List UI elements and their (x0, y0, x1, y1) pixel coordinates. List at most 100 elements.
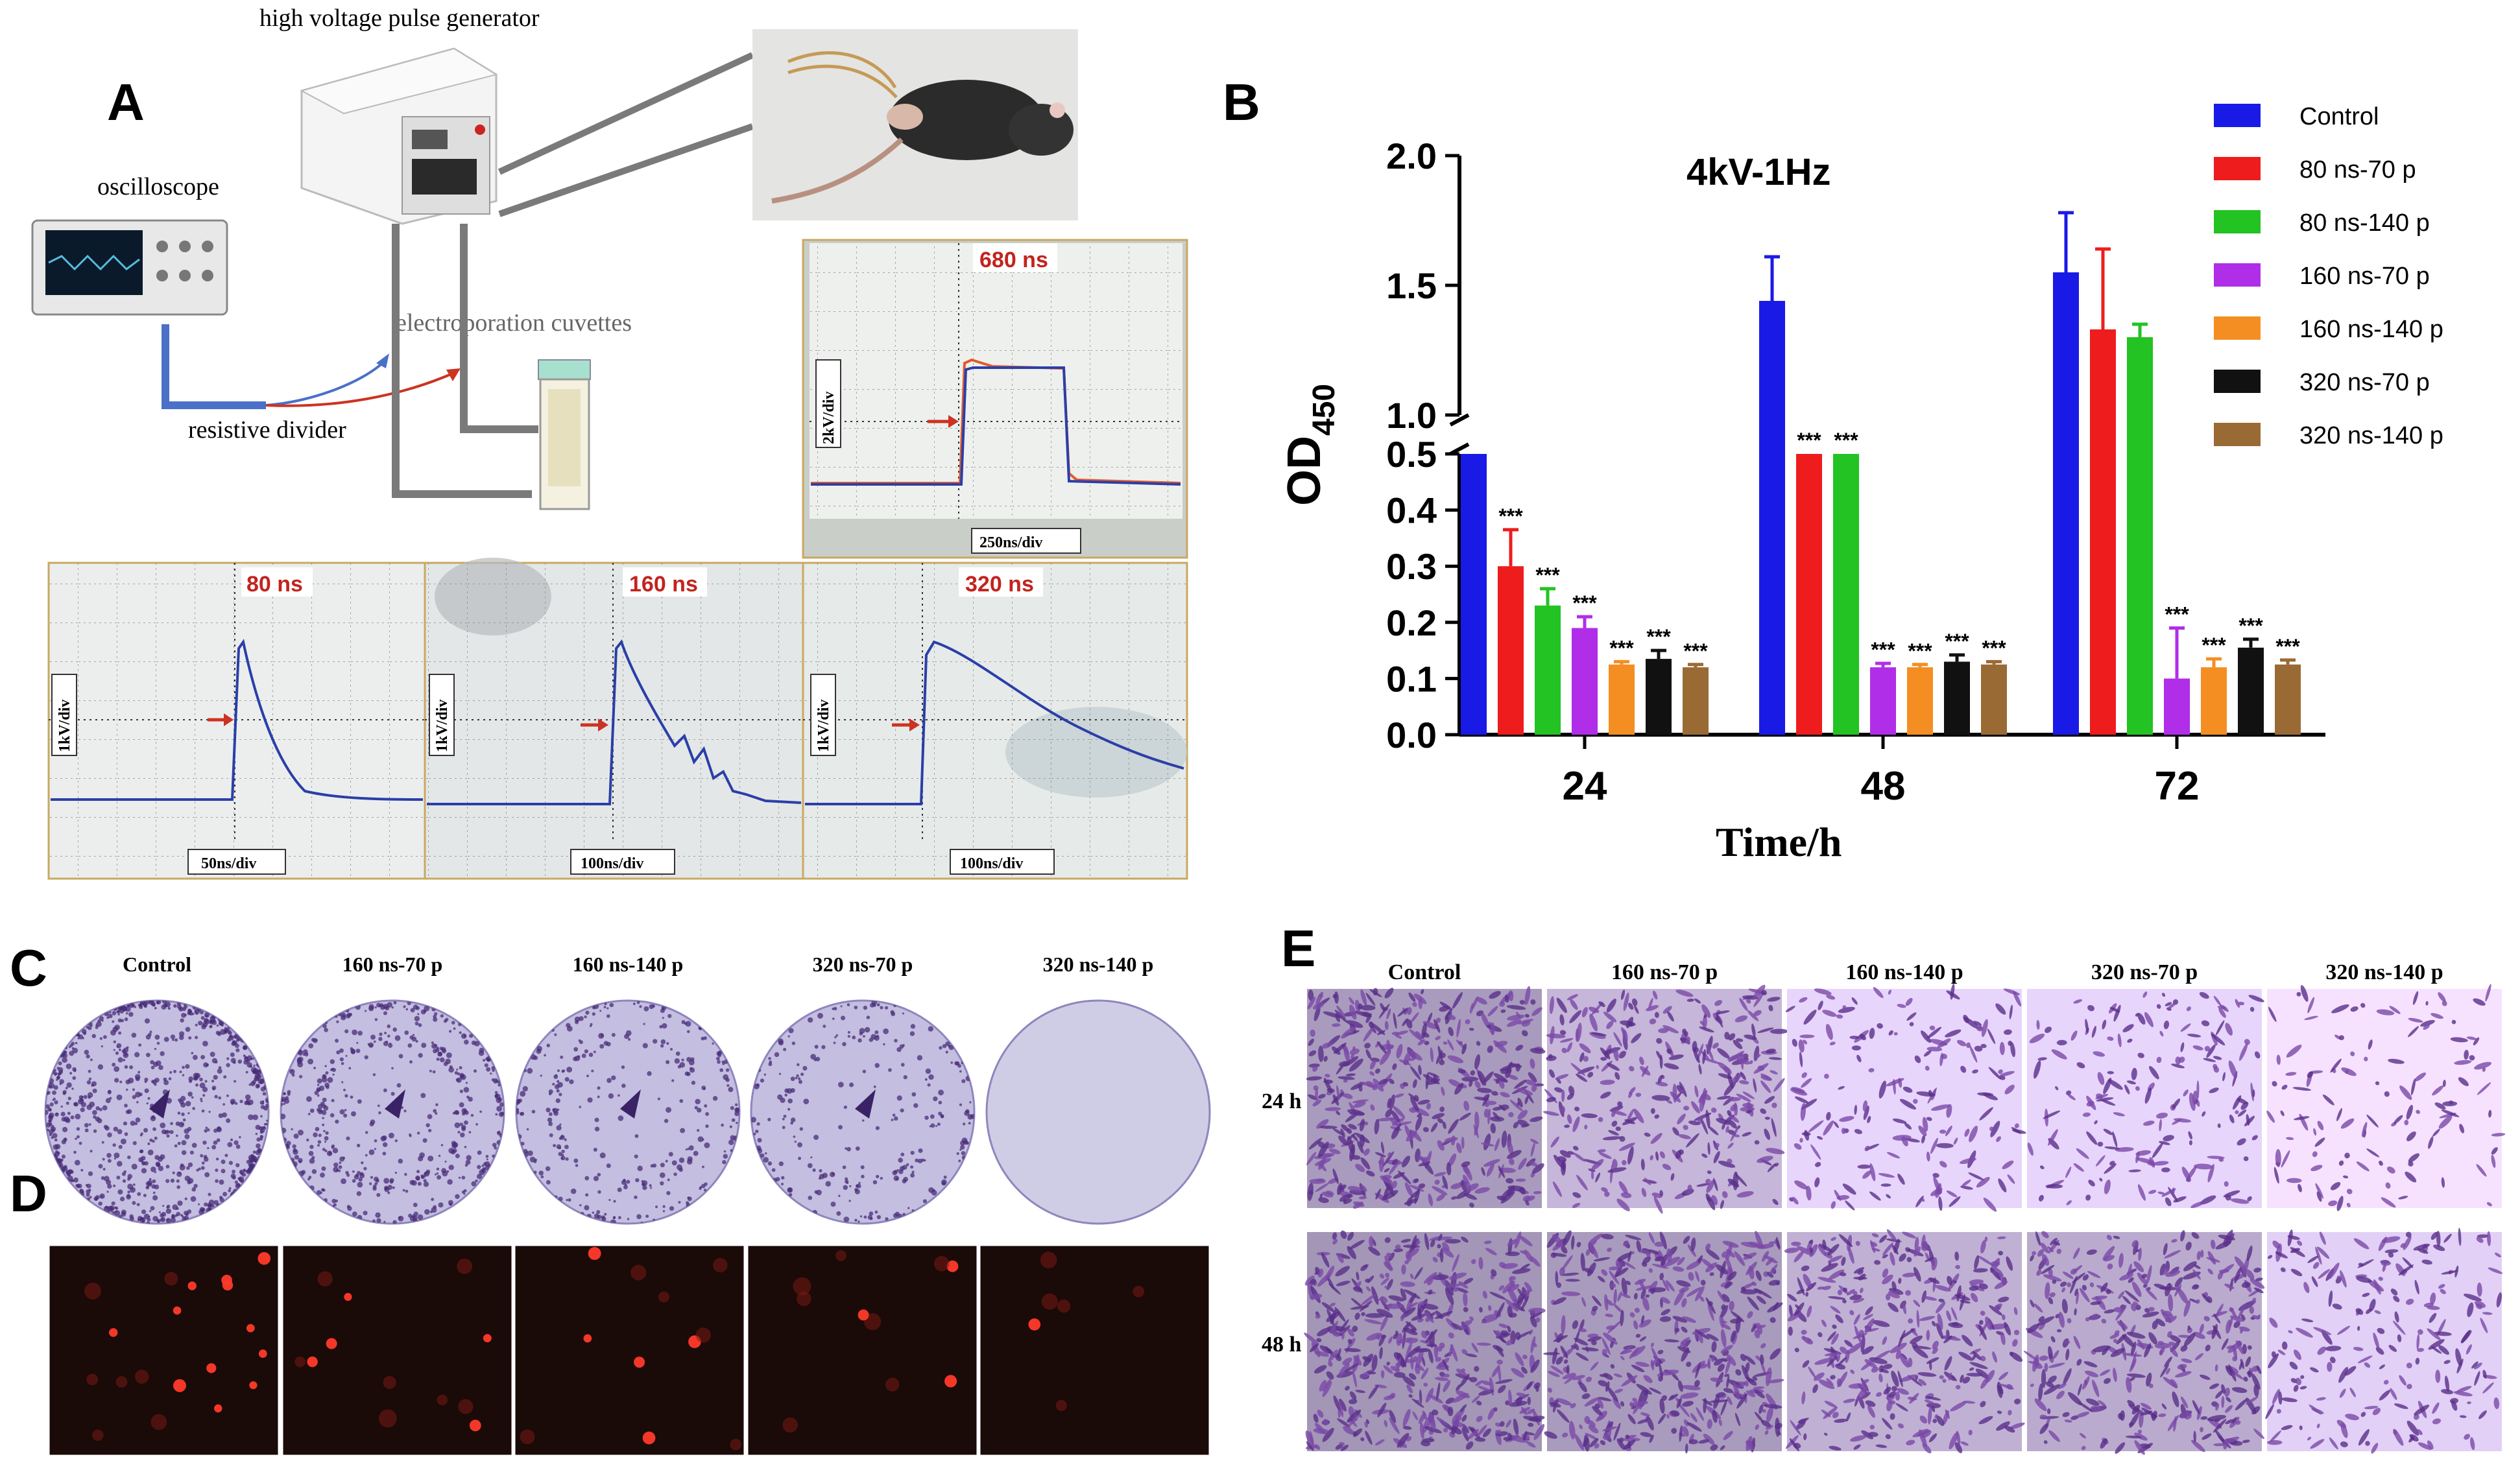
colony (437, 1051, 443, 1057)
colony (46, 1128, 50, 1132)
colony (527, 1150, 533, 1156)
colony (465, 1082, 468, 1084)
colony (51, 1124, 54, 1128)
panel-b-letter: B (1223, 73, 1260, 131)
bar (1609, 664, 1635, 735)
dish-column-label: 320 ns-140 p (1043, 953, 1154, 976)
colony (355, 1049, 361, 1053)
colony (458, 1176, 461, 1179)
colony (200, 1054, 206, 1060)
colony (457, 1130, 461, 1134)
colony (455, 1154, 460, 1159)
colony (58, 1072, 62, 1076)
colony (106, 1016, 110, 1019)
colony (533, 1055, 538, 1060)
colony (150, 1001, 156, 1006)
colony (152, 1191, 156, 1194)
colony (235, 1102, 238, 1105)
colony (954, 1061, 959, 1065)
colony (684, 1071, 690, 1076)
trace-160ns-ydiv: 1kV/div (434, 700, 451, 752)
colony (99, 1193, 105, 1199)
colony (88, 1171, 93, 1176)
colony (437, 1175, 442, 1180)
colony (88, 1026, 92, 1030)
colony (147, 1097, 150, 1100)
colony (333, 1162, 339, 1168)
colony (440, 1014, 444, 1018)
colony (855, 1184, 859, 1188)
colony (135, 1117, 141, 1122)
legend-swatch (2214, 210, 2261, 233)
colony (170, 1178, 175, 1183)
colony (347, 1206, 352, 1211)
colony (475, 1122, 479, 1126)
colony (781, 1176, 785, 1180)
y-tick-label: 2.0 (1386, 136, 1437, 176)
fluorescent-spot (258, 1251, 271, 1265)
colony (536, 1049, 542, 1054)
colony (56, 1151, 60, 1155)
colony (861, 1119, 865, 1122)
colony (454, 1071, 459, 1075)
colony (178, 1007, 182, 1010)
colony (122, 1179, 126, 1183)
fluorescent-spot (695, 1327, 712, 1343)
colony (142, 1161, 145, 1165)
colony (883, 1043, 885, 1046)
colony (854, 1218, 858, 1222)
bar (1572, 628, 1598, 735)
colony (141, 1168, 147, 1174)
colony (832, 1007, 835, 1010)
colony (228, 1031, 232, 1036)
colony (705, 1124, 709, 1128)
colony (670, 1048, 673, 1051)
colony (102, 1157, 105, 1161)
colony (719, 1068, 724, 1073)
bar (1944, 661, 1970, 735)
colony (918, 1148, 923, 1154)
colony (82, 1037, 84, 1039)
legend-label: 80 ns-140 p (2299, 209, 2430, 237)
colony (553, 1144, 557, 1148)
colony (383, 1011, 388, 1015)
trace-80ns-ydiv: 1kV/div (56, 700, 73, 752)
colony (383, 1220, 386, 1223)
bar (2275, 664, 2301, 735)
colony (352, 1029, 358, 1036)
colony (56, 1078, 58, 1081)
colony (686, 1030, 690, 1034)
colony (157, 1156, 163, 1162)
colony (145, 1052, 150, 1058)
fluorescent-spot (1057, 1299, 1071, 1313)
colony (73, 1069, 77, 1073)
colony (215, 1157, 219, 1161)
colony (91, 1081, 97, 1087)
colony (461, 1108, 467, 1114)
colony (67, 1111, 71, 1115)
x-tick-label: 48 (1861, 764, 1906, 809)
legend-label: 160 ns-70 p (2299, 263, 2430, 290)
culture-dish (44, 999, 270, 1225)
fluorescence-image (513, 1244, 746, 1457)
stain-image (1304, 1230, 1546, 1451)
colony (815, 1056, 821, 1062)
colony (721, 1123, 724, 1127)
colony (549, 1133, 553, 1137)
colony (107, 1183, 112, 1189)
colony (252, 1057, 254, 1060)
colony (327, 1077, 333, 1083)
bar (1683, 667, 1709, 735)
colony (154, 1184, 160, 1190)
colony (116, 1176, 121, 1180)
stain-image (2023, 1229, 2265, 1455)
colony (903, 1176, 909, 1182)
colony (179, 1031, 185, 1037)
colony (55, 1144, 61, 1150)
colony (208, 1192, 211, 1196)
colony (935, 1124, 937, 1128)
colony (91, 1034, 97, 1038)
colony (84, 1128, 89, 1133)
colony (235, 1144, 241, 1149)
colony (624, 1034, 630, 1039)
